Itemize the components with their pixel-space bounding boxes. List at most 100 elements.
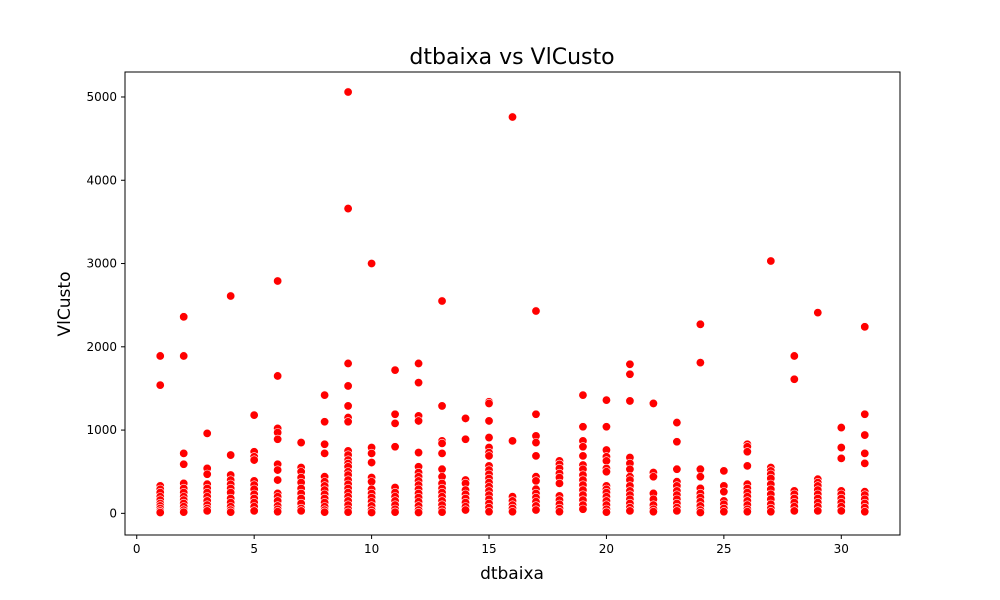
- data-point: [836, 443, 846, 453]
- data-point: [343, 381, 353, 391]
- data-point: [179, 507, 189, 517]
- data-point: [343, 87, 353, 97]
- data-point: [273, 371, 283, 381]
- data-point: [836, 423, 846, 433]
- data-point: [390, 409, 400, 419]
- data-point: [742, 461, 752, 471]
- plot-frame: [124, 71, 901, 536]
- data-point: [601, 395, 611, 405]
- data-point: [601, 422, 611, 432]
- chart-title: dtbaixa vs VlCusto: [409, 45, 614, 70]
- data-point: [507, 436, 517, 446]
- y-tick-label: 2000: [86, 340, 117, 354]
- data-point: [484, 507, 494, 517]
- data-point: [836, 506, 846, 516]
- data-point: [625, 369, 635, 379]
- data-point: [672, 506, 682, 516]
- data-point: [343, 204, 353, 214]
- data-point: [719, 487, 729, 497]
- data-point: [507, 112, 517, 122]
- data-point: [461, 434, 471, 444]
- data-point: [695, 358, 705, 368]
- data-point: [343, 507, 353, 517]
- data-point: [249, 506, 259, 516]
- data-point: [648, 507, 658, 517]
- data-point: [836, 453, 846, 463]
- data-point: [320, 417, 330, 427]
- data-point: [719, 466, 729, 476]
- data-point: [179, 351, 189, 361]
- data-point: [625, 396, 635, 406]
- data-point: [367, 259, 377, 269]
- data-point: [813, 308, 823, 318]
- data-point: [672, 418, 682, 428]
- data-point: [860, 458, 870, 468]
- data-point: [531, 409, 541, 419]
- y-tick-label: 0: [109, 506, 117, 520]
- data-point: [320, 448, 330, 458]
- data-point: [296, 506, 306, 516]
- data-point: [437, 507, 447, 517]
- data-point: [414, 448, 424, 458]
- data-point: [531, 306, 541, 316]
- data-point: [226, 507, 236, 517]
- data-point: [789, 351, 799, 361]
- data-point: [695, 472, 705, 482]
- data-point: [578, 390, 588, 400]
- data-point: [601, 507, 611, 517]
- data-point: [672, 464, 682, 474]
- data-point: [414, 508, 424, 518]
- y-tick-label: 5000: [86, 90, 117, 104]
- data-point: [695, 508, 705, 518]
- data-point: [695, 319, 705, 329]
- data-point: [155, 508, 165, 518]
- data-point: [390, 418, 400, 428]
- data-point: [766, 507, 776, 517]
- data-point: [484, 451, 494, 461]
- data-point: [531, 476, 541, 486]
- data-point: [578, 442, 588, 452]
- data-point: [367, 477, 377, 487]
- data-point: [507, 507, 517, 517]
- data-point: [860, 322, 870, 332]
- y-tick-label: 4000: [86, 173, 117, 187]
- data-point: [437, 464, 447, 474]
- data-point: [860, 430, 870, 440]
- data-point: [461, 413, 471, 423]
- y-axis-label: VlCusto: [55, 272, 75, 337]
- data-point: [296, 438, 306, 448]
- data-point: [860, 448, 870, 458]
- data-point: [414, 416, 424, 426]
- data-point: [202, 506, 212, 516]
- data-point: [343, 417, 353, 427]
- data-point: [367, 508, 377, 518]
- data-point: [390, 365, 400, 375]
- x-tick-label: 0: [133, 542, 141, 556]
- data-point: [343, 401, 353, 411]
- data-point: [601, 467, 611, 477]
- data-point: [531, 505, 541, 515]
- data-point: [672, 437, 682, 447]
- data-point: [273, 465, 283, 475]
- data-point: [155, 351, 165, 361]
- data-point: [578, 451, 588, 461]
- x-tick-label: 5: [250, 542, 258, 556]
- data-point: [202, 469, 212, 479]
- data-point: [202, 428, 212, 438]
- data-point: [437, 296, 447, 306]
- data-point: [860, 507, 870, 517]
- points-layer: [155, 87, 870, 518]
- data-point: [484, 433, 494, 443]
- x-axis: 0 5 10 15 20 25 30: [133, 535, 849, 556]
- data-point: [320, 390, 330, 400]
- data-point: [343, 358, 353, 368]
- data-point: [273, 276, 283, 286]
- data-point: [179, 312, 189, 322]
- data-point: [226, 450, 236, 460]
- data-point: [625, 464, 635, 474]
- data-point: [789, 506, 799, 516]
- data-point: [461, 505, 471, 515]
- data-point: [367, 458, 377, 468]
- data-point: [695, 464, 705, 474]
- data-point: [742, 507, 752, 517]
